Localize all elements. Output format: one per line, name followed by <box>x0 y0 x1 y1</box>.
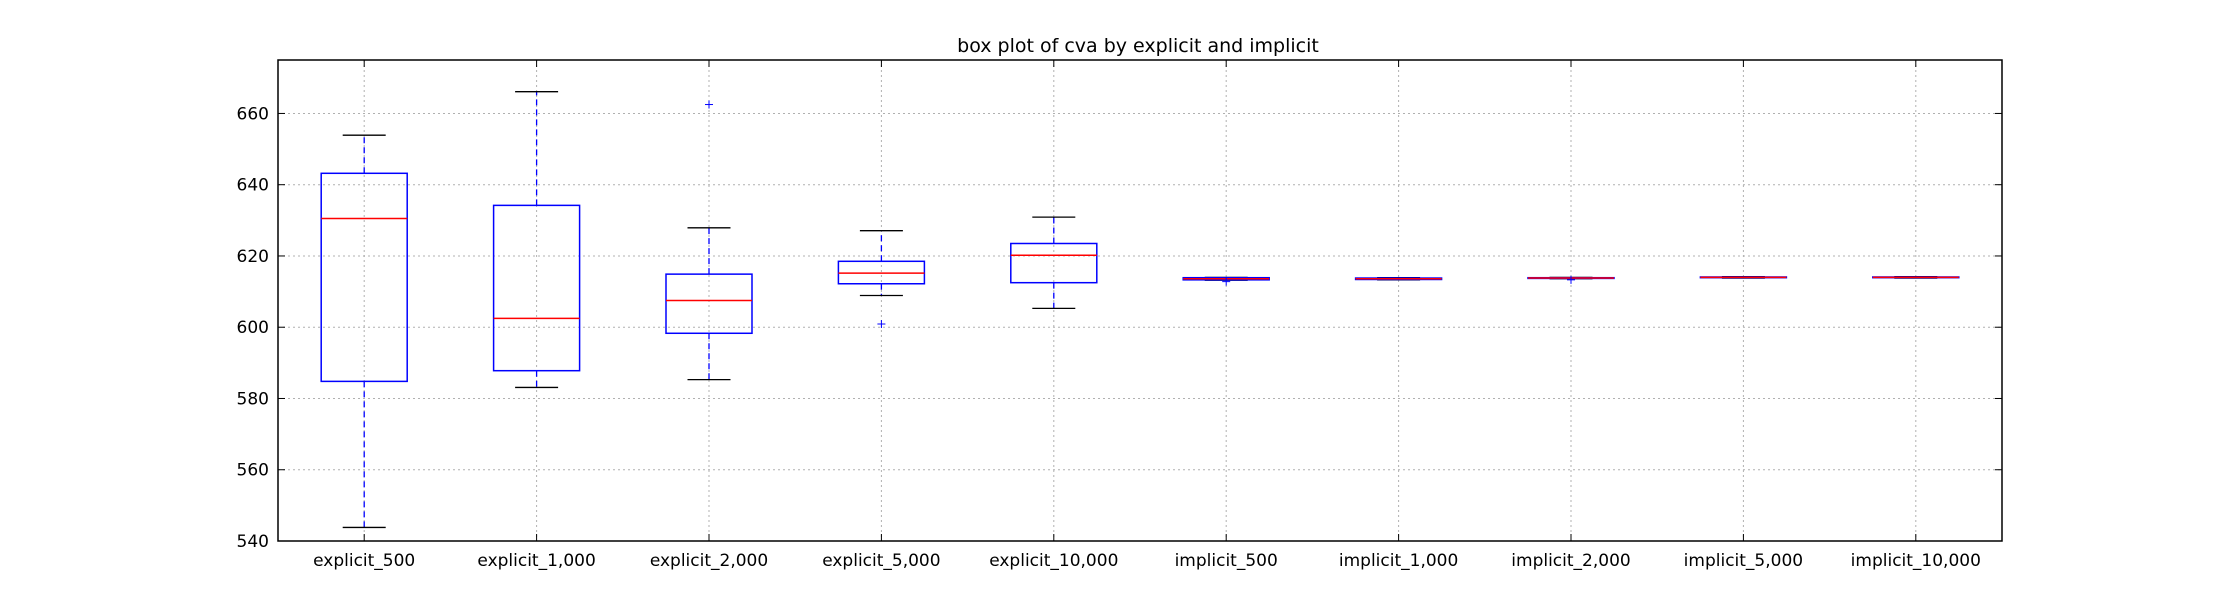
box-group <box>320 134 408 529</box>
boxes <box>320 91 1960 529</box>
box-group <box>1872 275 1960 279</box>
y-tick-label: 660 <box>237 104 269 124</box>
flier-point <box>877 320 886 329</box>
box <box>665 273 753 335</box>
box-group <box>1699 275 1788 279</box>
axis-ticks: 540 560 580 600 620 640 660 explicit_500 explici… <box>237 60 2002 571</box>
x-tick-label: explicit_5,000 <box>822 551 940 571</box>
x-tick-label: implicit_10,000 <box>1851 551 1981 571</box>
box-group <box>1354 277 1443 281</box>
box-group <box>492 91 581 389</box>
box-group <box>1182 276 1270 286</box>
x-tick-label: implicit_5,000 <box>1684 551 1803 571</box>
box-group <box>1527 275 1615 284</box>
y-tick-label: 600 <box>237 318 269 338</box>
flier-point <box>1222 277 1231 286</box>
y-tick-label: 580 <box>237 389 269 409</box>
chart-title: box plot of cva by explicit and implicit <box>957 35 1319 57</box>
y-tick-label: 540 <box>237 532 269 552</box>
x-tick-label: implicit_1,000 <box>1339 551 1458 571</box>
y-tick-label: 560 <box>237 461 269 481</box>
x-tick-label: explicit_500 <box>313 551 415 571</box>
y-tick-label: 640 <box>237 176 269 196</box>
x-tick-label: implicit_500 <box>1175 551 1278 571</box>
box-group <box>665 100 753 381</box>
x-tick-label: explicit_10,000 <box>989 551 1118 571</box>
box-group <box>837 230 926 329</box>
box <box>320 172 408 383</box>
flier-point <box>705 100 713 109</box>
box <box>492 204 581 372</box>
box <box>1010 242 1098 284</box>
plot-area-frame <box>277 59 2003 542</box>
x-tick-label: explicit_2,000 <box>650 551 768 571</box>
x-tick-label: implicit_2,000 <box>1511 551 1630 571</box>
flier-point <box>1567 275 1575 284</box>
x-tick-label: explicit_1,000 <box>477 551 595 571</box>
box-group <box>1010 216 1098 309</box>
y-tick-label: 620 <box>237 247 269 267</box>
